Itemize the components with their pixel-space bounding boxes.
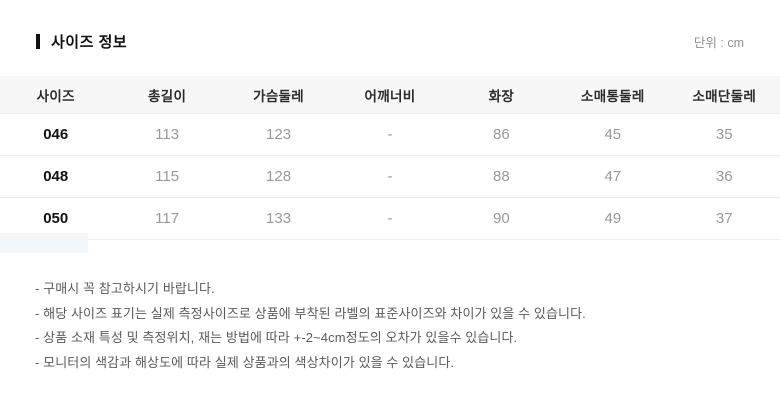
measurement-cell: 113 [111, 113, 223, 156]
measurement-cell: 45 [557, 113, 669, 156]
note-line: - 구매시 꼭 참고하시기 바랍니다. [35, 281, 215, 296]
measurement-cell: 37 [668, 197, 780, 240]
size-table: 사이즈 총길이 가슴둘레 어깨너비 화장 소매통둘레 소매단둘레 046 113… [0, 76, 780, 240]
measurement-cell: - [334, 197, 446, 240]
notes-section: - 구매시 꼭 참고하시기 바랍니다. - 해당 사이즈 표기는 실제 측정사이… [35, 277, 760, 375]
measurement-cell: 49 [557, 197, 669, 240]
note-line: - 해당 사이즈 표기는 실제 측정사이즈로 상품에 부착된 라벨의 표준사이즈… [35, 305, 586, 321]
title-accent-bar [36, 34, 40, 49]
measurement-cell: 117 [111, 197, 223, 240]
column-header-shoulder: 어깨너비 [334, 76, 446, 114]
column-header-total-length: 총길이 [111, 76, 223, 114]
measurement-cell: 47 [557, 155, 669, 198]
measurement-cell: - [334, 113, 446, 156]
size-cell: 048 [0, 155, 112, 198]
measurement-cell: 133 [222, 197, 335, 240]
page-title: 사이즈 정보 [51, 34, 128, 51]
measurement-cell: 36 [668, 155, 780, 198]
table-row: 046 113 123 - 86 45 35 [0, 113, 780, 156]
column-header-cuff: 소매단둘레 [668, 76, 780, 114]
column-header-size: 사이즈 [0, 76, 112, 114]
column-header-sleeve-width: 소매통둘레 [557, 76, 669, 114]
measurement-cell: 128 [222, 155, 335, 198]
table-header-row: 사이즈 총길이 가슴둘레 어깨너비 화장 소매통둘레 소매단둘레 [0, 76, 780, 114]
measurement-cell: 35 [668, 113, 780, 156]
note-line: - 모니터의 색감과 해상도에 따라 실제 상품과의 색상차이가 있을 수 있습… [35, 354, 455, 370]
measurement-cell: 123 [222, 113, 335, 156]
column-header-chest: 가슴둘레 [222, 76, 335, 114]
unit-label: 단위 : cm [693, 36, 744, 50]
measurement-cell: 90 [445, 197, 558, 240]
measurement-cell: 88 [445, 155, 558, 198]
measurement-cell: 115 [111, 155, 223, 198]
horizontal-scrollbar-thumb[interactable] [0, 233, 88, 253]
column-header-sleeve-length: 화장 [445, 76, 558, 114]
table-row: 048 115 128 - 88 47 36 [0, 155, 780, 198]
size-cell: 050 [0, 197, 112, 240]
table-row: 050 117 133 - 90 49 37 [0, 197, 780, 240]
note-line: - 상품 소재 특성 및 측정위치, 재는 방법에 따라 +-2~4cm정도의 … [35, 330, 518, 346]
measurement-cell: - [334, 155, 446, 198]
size-cell: 046 [0, 113, 112, 156]
measurement-cell: 86 [445, 113, 558, 156]
section-header: 사이즈 정보 단위 : cm [36, 31, 744, 52]
